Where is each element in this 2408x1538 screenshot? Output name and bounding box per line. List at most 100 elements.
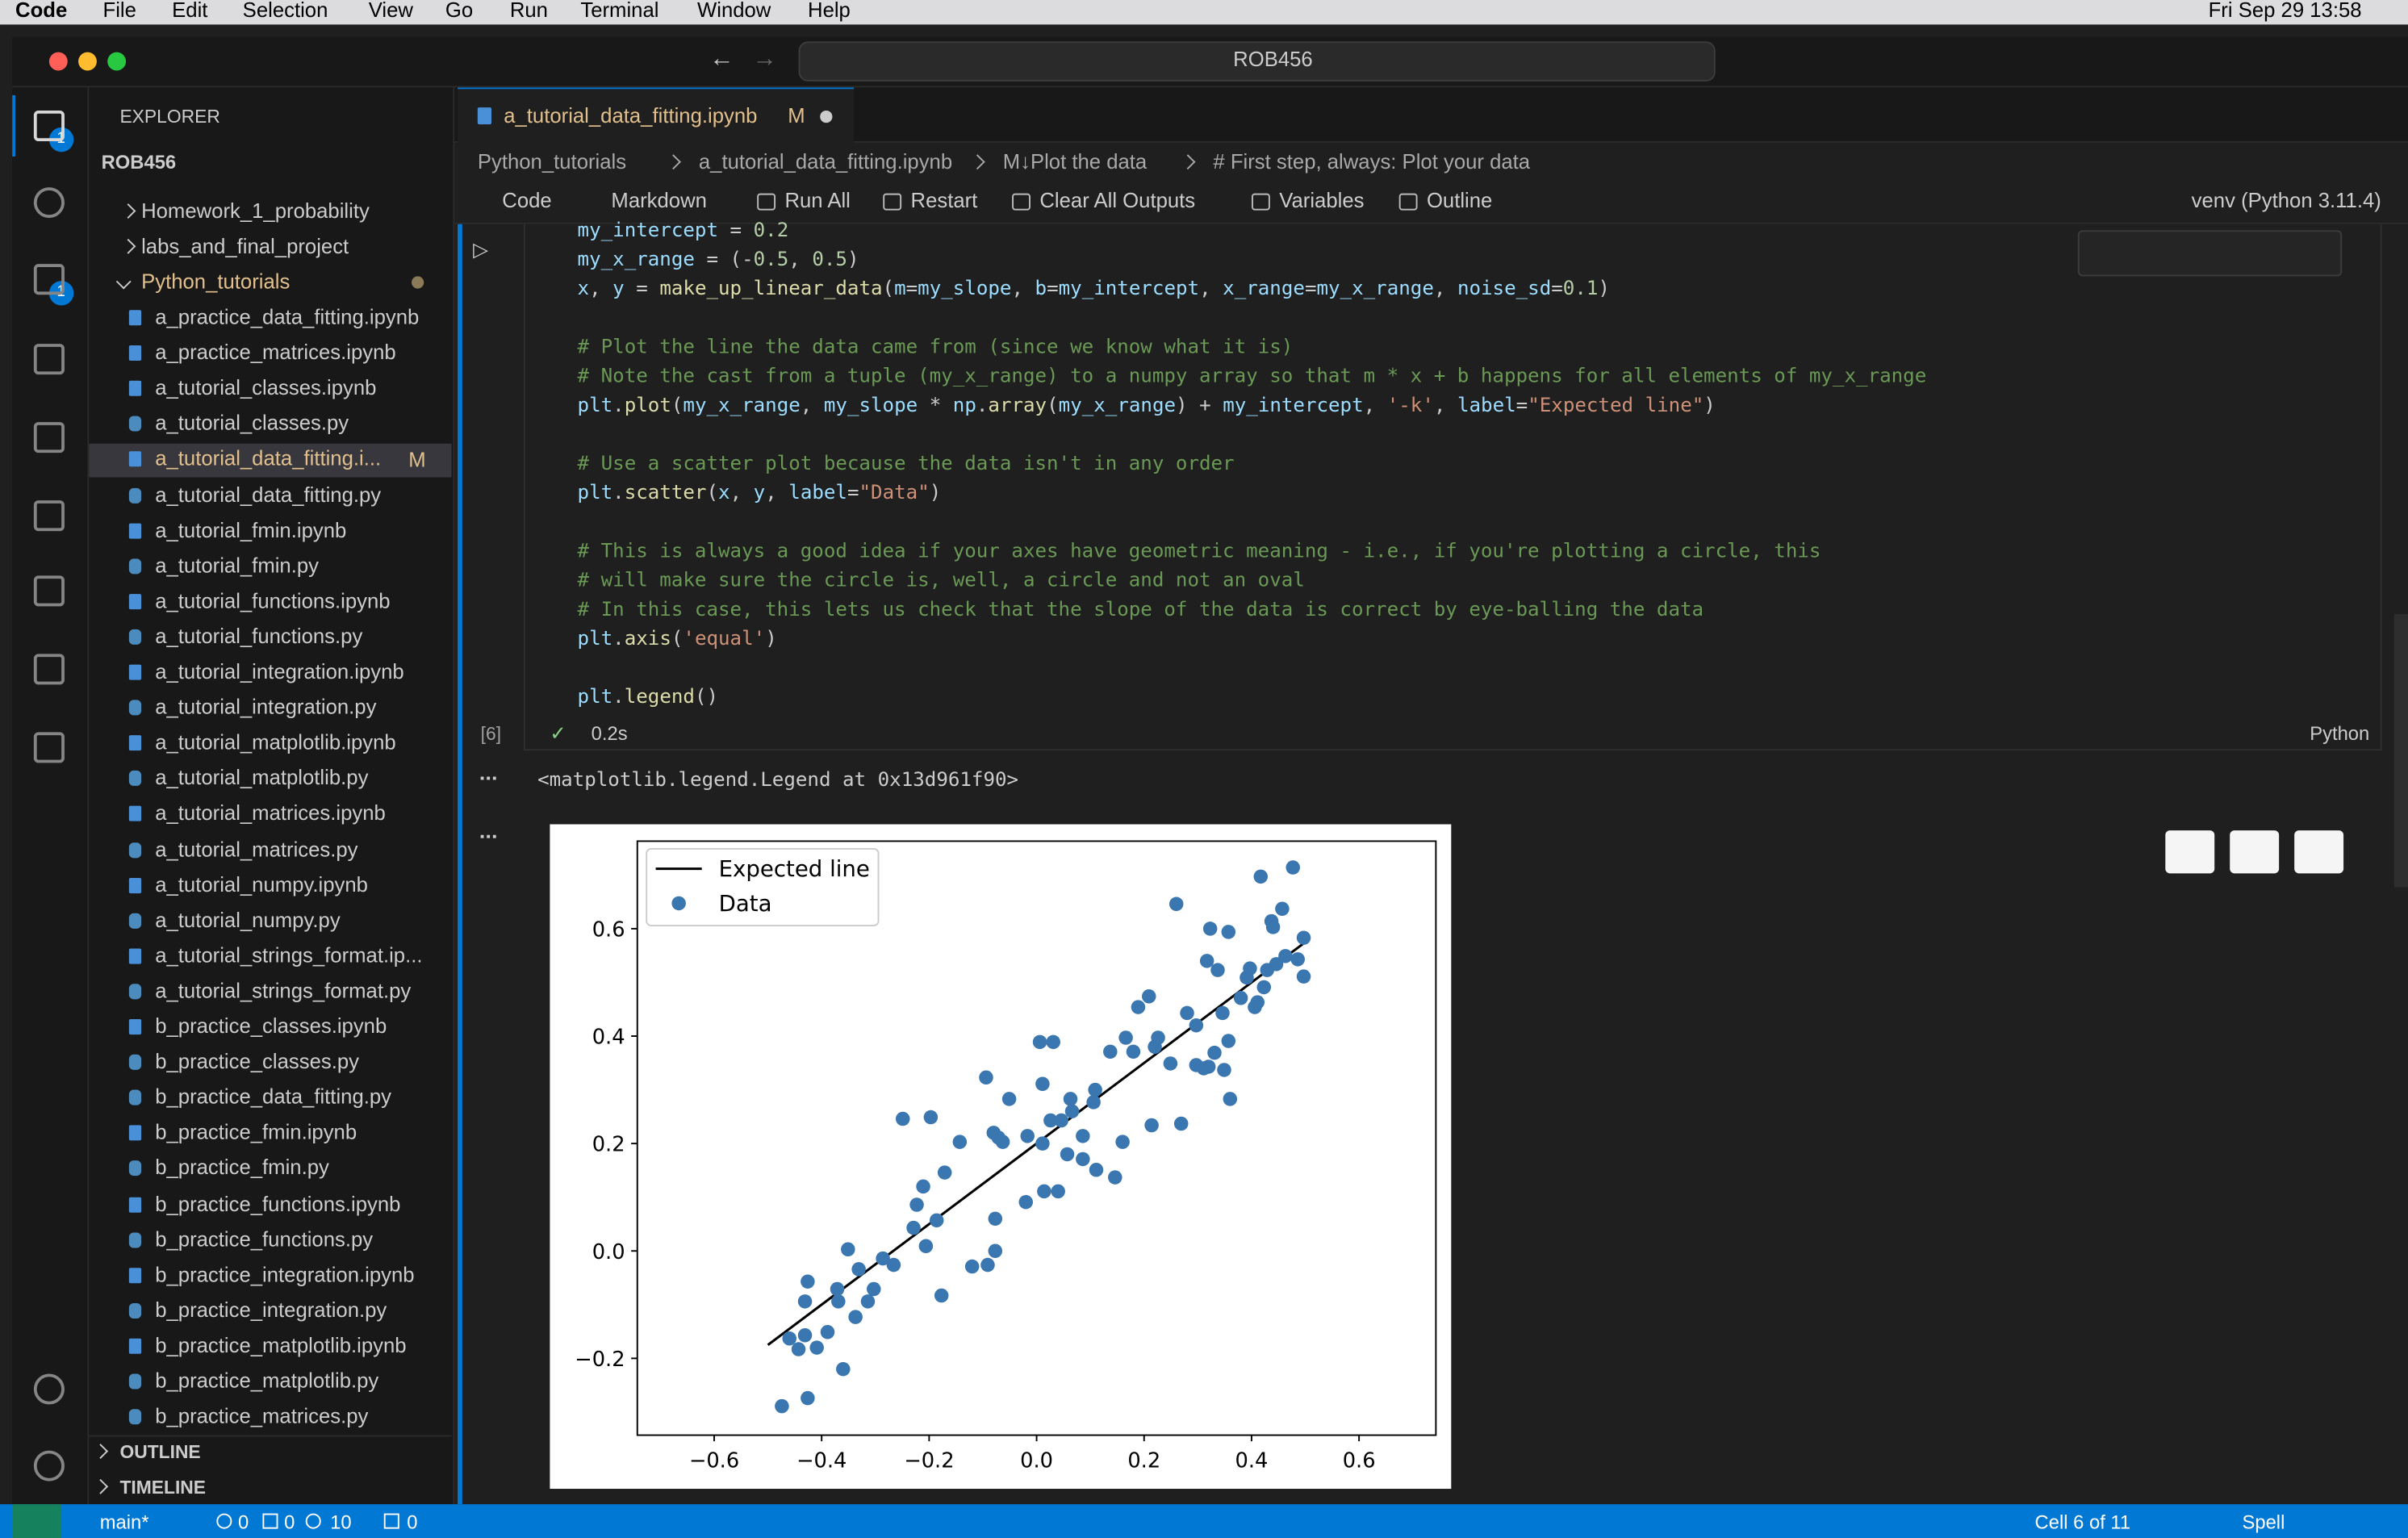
cell-language[interactable]: Python bbox=[2310, 722, 2370, 745]
breadcrumb[interactable]: # First step, always: Plot your data bbox=[1213, 150, 1531, 173]
back-arrow[interactable]: ← bbox=[709, 46, 734, 73]
toolbar-button[interactable]: Outline bbox=[1426, 188, 1493, 212]
code-line: plt.scatter(x, y, label="Data") bbox=[578, 480, 942, 504]
forward-arrow[interactable]: → bbox=[752, 46, 777, 73]
file[interactable]: a_tutorial_fmin.ipynb bbox=[155, 518, 347, 541]
folder[interactable]: labs_and_final_project bbox=[141, 235, 349, 258]
file[interactable]: b_practice_functions.ipynb bbox=[155, 1192, 401, 1215]
file-icon bbox=[128, 1054, 142, 1071]
status-ports[interactable]: 0 bbox=[407, 1511, 418, 1534]
file[interactable]: a_tutorial_fmin.py bbox=[155, 554, 320, 577]
status-bar bbox=[0, 1504, 2408, 1538]
point bbox=[909, 1197, 924, 1212]
breadcrumb[interactable]: M↓Plot the data bbox=[1002, 150, 1148, 173]
file[interactable]: b_practice_matplotlib.py bbox=[155, 1369, 379, 1393]
status-branch[interactable]: main* bbox=[99, 1511, 149, 1534]
explorer-root[interactable]: ROB456 bbox=[101, 152, 177, 173]
breadcrumb[interactable]: a_tutorial_data_fitting.ipynb bbox=[698, 150, 953, 173]
file[interactable]: a_tutorial_strings_format.ip... bbox=[155, 943, 423, 967]
toolbar-button[interactable]: Clear All Outputs bbox=[1039, 188, 1196, 212]
code-token: legend bbox=[624, 684, 695, 708]
menu-item[interactable]: Terminal bbox=[580, 0, 659, 22]
file[interactable]: a_tutorial_functions.py bbox=[155, 624, 363, 648]
status-spell[interactable]: Spell bbox=[2242, 1511, 2285, 1534]
file[interactable]: b_practice_classes.ipynb bbox=[155, 1014, 387, 1038]
menu-item[interactable]: Run bbox=[509, 0, 548, 22]
menu-item[interactable]: File bbox=[102, 0, 136, 22]
status-cell[interactable]: Cell 6 of 11 bbox=[2034, 1511, 2131, 1534]
close-button[interactable] bbox=[48, 52, 68, 71]
toolbar-button[interactable]: Run All bbox=[784, 188, 851, 212]
file[interactable]: a_tutorial_matplotlib.ipynb bbox=[155, 730, 396, 754]
file[interactable]: a_tutorial_matrices.ipynb bbox=[155, 801, 386, 825]
status-errors[interactable]: 0 bbox=[237, 1511, 249, 1534]
menu-item[interactable]: View bbox=[368, 0, 413, 22]
file[interactable]: a_tutorial_data_fitting.i... bbox=[155, 447, 382, 470]
point bbox=[1217, 1063, 1231, 1077]
file[interactable]: a_tutorial_numpy.py bbox=[155, 908, 341, 932]
file[interactable]: a_tutorial_integration.py bbox=[155, 695, 377, 719]
file[interactable]: a_tutorial_data_fitting.py bbox=[155, 483, 382, 506]
file[interactable]: b_practice_matrices.py bbox=[155, 1404, 369, 1428]
folder[interactable]: Homework_1_probability bbox=[141, 199, 370, 223]
file[interactable]: a_tutorial_numpy.ipynb bbox=[155, 872, 368, 896]
folder[interactable]: Python_tutorials bbox=[141, 270, 291, 294]
kernel-picker[interactable]: venv (Python 3.11.4) bbox=[2191, 188, 2381, 212]
file[interactable]: a_practice_matrices.ipynb bbox=[155, 341, 396, 364]
zoom-button[interactable] bbox=[107, 52, 127, 71]
tab-name[interactable]: a_tutorial_data_fitting.ipynb bbox=[504, 104, 758, 127]
section-header[interactable]: TIMELINE bbox=[119, 1476, 207, 1498]
file[interactable]: a_tutorial_integration.ipynb bbox=[155, 659, 404, 683]
app-menu[interactable]: Code bbox=[15, 0, 68, 22]
file[interactable]: b_practice_fmin.py bbox=[155, 1156, 329, 1180]
file-icon bbox=[128, 1231, 142, 1248]
toolbar-button[interactable]: Variables bbox=[1279, 188, 1365, 212]
file[interactable]: a_tutorial_classes.ipynb bbox=[155, 376, 377, 399]
file[interactable]: a_tutorial_strings_format.py bbox=[155, 979, 412, 1002]
code-line: # Plot the line the data came from (sinc… bbox=[578, 335, 1294, 359]
remote-indicator[interactable] bbox=[12, 1504, 62, 1538]
file[interactable]: b_practice_data_fitting.py bbox=[155, 1085, 392, 1109]
command-center[interactable] bbox=[798, 41, 1716, 81]
activity-icon bbox=[33, 1373, 65, 1405]
chart-output-button[interactable] bbox=[2230, 830, 2280, 874]
status-warnings[interactable]: 0 bbox=[284, 1511, 295, 1534]
menu-item[interactable]: Window bbox=[696, 0, 771, 22]
code-token: , bbox=[1011, 276, 1035, 299]
search-label[interactable]: ROB456 bbox=[1233, 47, 1313, 71]
file[interactable]: b_practice_integration.py bbox=[155, 1298, 387, 1322]
menu-item[interactable]: Edit bbox=[172, 0, 208, 22]
activity-icon bbox=[33, 1450, 65, 1482]
scrollbar-thumb[interactable] bbox=[2393, 613, 2408, 888]
toolbar-button[interactable]: Markdown bbox=[611, 188, 707, 212]
file[interactable]: a_tutorial_classes.py bbox=[155, 412, 349, 435]
file[interactable]: a_tutorial_matplotlib.py bbox=[155, 766, 369, 790]
toolbar-button[interactable]: Restart bbox=[910, 188, 978, 212]
active-file-row[interactable] bbox=[89, 443, 452, 478]
status-info[interactable]: 10 bbox=[330, 1511, 352, 1534]
active-tab[interactable] bbox=[458, 87, 855, 144]
point bbox=[831, 1294, 846, 1309]
code-token: ) bbox=[929, 480, 942, 504]
section-header[interactable]: OUTLINE bbox=[119, 1441, 201, 1463]
file[interactable]: b_practice_functions.py bbox=[155, 1227, 374, 1251]
run-cell-button[interactable]: ▷ bbox=[473, 237, 489, 261]
toolbar-button[interactable]: Code bbox=[502, 188, 552, 212]
file[interactable]: b_practice_integration.ipynb bbox=[155, 1262, 415, 1286]
file[interactable]: a_tutorial_matrices.py bbox=[155, 837, 358, 861]
file[interactable]: a_tutorial_functions.ipynb bbox=[155, 589, 391, 612]
file[interactable]: b_practice_fmin.ipynb bbox=[155, 1121, 357, 1144]
code-token: y bbox=[612, 276, 625, 299]
file[interactable]: a_practice_data_fitting.ipynb bbox=[155, 305, 420, 329]
save-output-button[interactable] bbox=[2294, 830, 2344, 874]
file[interactable]: b_practice_matplotlib.ipynb bbox=[155, 1333, 407, 1357]
breadcrumb[interactable]: Python_tutorials bbox=[477, 150, 627, 173]
file[interactable]: b_practice_classes.py bbox=[155, 1050, 359, 1073]
menu-item[interactable]: Go bbox=[445, 0, 474, 22]
menu-item[interactable]: Selection bbox=[242, 0, 328, 22]
point bbox=[1221, 925, 1236, 939]
point bbox=[1018, 1194, 1034, 1210]
menu-item[interactable]: Help bbox=[808, 0, 851, 22]
minimize-button[interactable] bbox=[78, 52, 97, 71]
copy-output-button[interactable] bbox=[2165, 830, 2215, 874]
